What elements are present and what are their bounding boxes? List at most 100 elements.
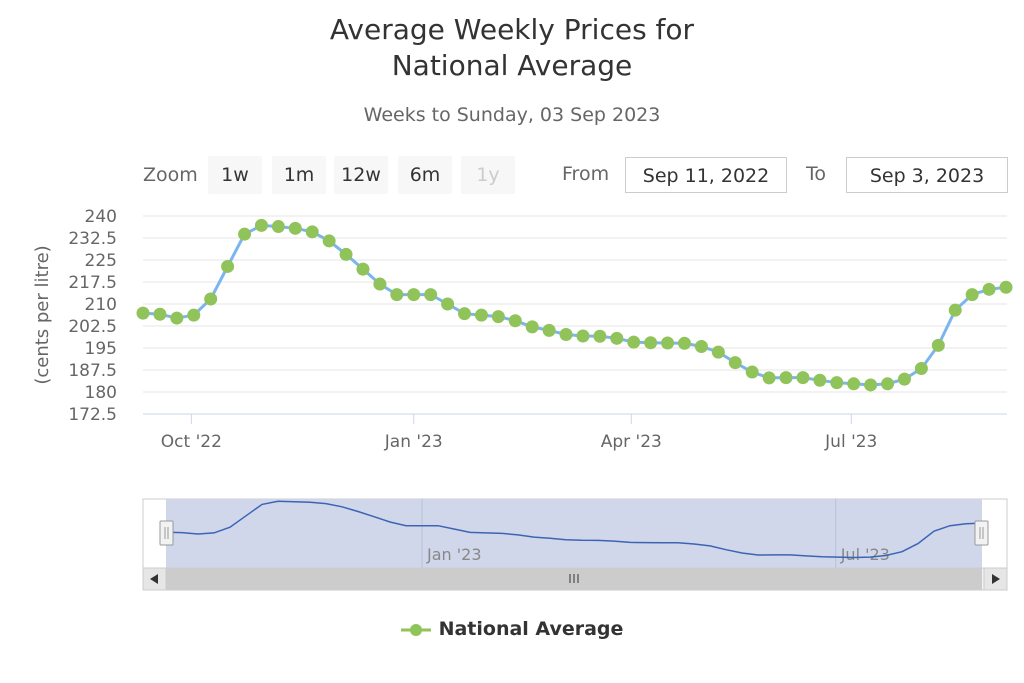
data-point[interactable] [728,356,742,370]
data-point[interactable] [542,323,556,337]
data-point[interactable] [491,310,505,324]
navigator-handle-left[interactable] [159,520,174,546]
data-point[interactable] [745,365,759,379]
navigator-label: Jul '23 [840,545,890,564]
x-tick-label: Apr '23 [601,432,662,452]
data-point[interactable] [576,329,590,343]
scroll-left-button[interactable] [142,567,167,591]
series-line [142,223,1007,387]
zoom-1w-button[interactable]: 1w [208,156,262,194]
data-point[interactable] [762,371,776,385]
data-point[interactable] [711,345,725,359]
data-point[interactable] [661,336,675,350]
y-tick-label: 172.5 [68,405,117,425]
y-tick-label: 217.5 [68,273,117,293]
from-date-input[interactable]: Sep 11, 2022 [625,157,787,193]
zoom-label: Zoom [143,164,198,186]
data-point[interactable] [441,297,455,311]
legend-item[interactable]: National Average [0,618,1024,640]
data-point[interactable] [474,308,488,322]
data-point[interactable] [881,377,895,391]
arrow-left-icon [150,574,158,584]
data-point[interactable] [525,320,539,334]
data-point[interactable] [271,220,285,234]
navigator-selection[interactable] [166,499,982,568]
y-tick-label: 180 [85,383,117,403]
data-point[interactable] [407,288,421,302]
x-tick-label: Oct '22 [161,432,222,452]
x-tick-label: Jul '23 [824,432,877,452]
data-point[interactable] [864,378,878,392]
data-point[interactable] [153,307,167,321]
to-date-input[interactable]: Sep 3, 2023 [846,157,1008,193]
data-point[interactable] [644,336,658,350]
legend-symbol [400,623,431,636]
data-point[interactable] [948,303,962,317]
data-point[interactable] [254,218,268,232]
data-point[interactable] [914,362,928,376]
navigator[interactable]: Jan '23 Jul '23 [142,498,1008,569]
y-axis-title: (cents per litre) [32,245,53,384]
data-point[interactable] [982,282,996,296]
data-point[interactable] [170,311,184,325]
y-tick-label: 187.5 [68,361,117,381]
data-point[interactable] [847,377,861,391]
data-point[interactable] [796,371,810,385]
navigator-handle-right[interactable] [974,520,989,546]
data-point[interactable] [508,314,522,328]
data-point[interactable] [356,262,370,276]
data-point[interactable] [238,227,252,241]
data-point[interactable] [965,288,979,302]
scrollbar-track[interactable] [142,567,1008,591]
navigator-series-line [165,500,983,559]
scrollbar-grip[interactable] [569,574,579,583]
scrollbar[interactable] [142,567,1008,591]
y-tick-label: 195 [85,339,117,359]
data-point[interactable] [305,225,319,239]
data-point[interactable] [322,234,336,248]
zoom-12w-button[interactable]: 12w [334,156,388,194]
navigator-background [142,498,1008,569]
chart-title-line-2: National Average [391,49,633,82]
data-point[interactable] [931,338,945,352]
data-point[interactable] [694,340,708,354]
data-point[interactable] [897,372,911,386]
data-point[interactable] [373,277,387,291]
data-point[interactable] [813,373,827,387]
gridlines [143,215,1007,393]
data-point[interactable] [424,288,438,302]
data-point[interactable] [627,335,641,349]
data-point[interactable] [221,259,235,273]
y-tick-label: 232.5 [68,229,117,249]
data-point[interactable] [999,280,1013,294]
from-label: From [562,163,610,185]
data-point[interactable] [187,308,201,322]
y-tick-label: 225 [85,251,117,271]
y-tick-label: 240 [85,207,117,227]
data-point[interactable] [288,221,302,235]
to-label: To [806,163,827,185]
chart-title-line-1: Average Weekly Prices for [329,13,695,46]
chart-subtitle: Weeks to Sunday, 03 Sep 2023 [363,104,661,126]
data-point[interactable] [136,306,150,320]
data-point[interactable] [779,371,793,385]
data-point[interactable] [610,331,624,345]
data-point[interactable] [390,288,404,302]
x-axis: Oct '22 Jan '23 Apr '23 Jul '23 [161,414,877,452]
scrollbar-thumb[interactable] [166,568,982,590]
data-point[interactable] [830,376,844,390]
data-point[interactable] [458,307,472,321]
data-point[interactable] [593,329,607,343]
data-point[interactable] [339,247,353,261]
data-point[interactable] [559,328,573,342]
data-point[interactable] [677,336,691,350]
navigator-label: Jan '23 [426,545,482,564]
y-tick-label: 202.5 [68,317,117,337]
data-point[interactable] [204,292,218,306]
zoom-6m-button[interactable]: 6m [398,156,452,194]
scroll-right-button[interactable] [983,567,1008,591]
x-tick-label: Jan '23 [384,432,443,452]
zoom-1m-button[interactable]: 1m [272,156,326,194]
